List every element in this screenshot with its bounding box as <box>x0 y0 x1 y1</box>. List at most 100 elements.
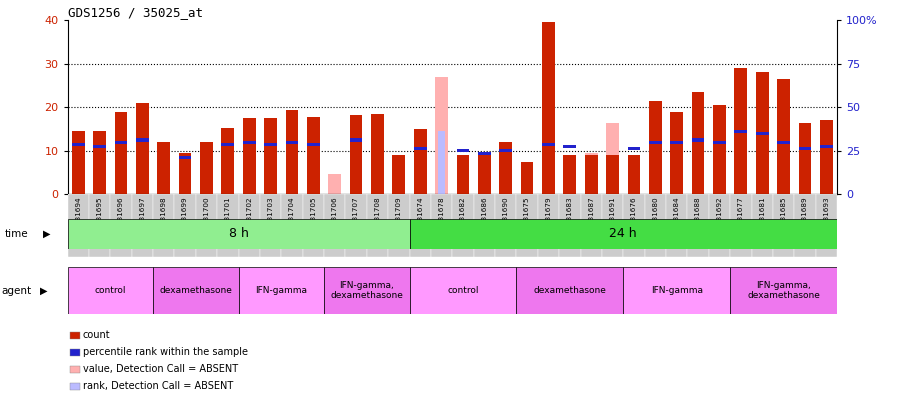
Bar <box>794 194 815 257</box>
Bar <box>243 141 256 144</box>
Bar <box>158 142 170 194</box>
Bar <box>609 160 617 194</box>
Text: GSM31690: GSM31690 <box>503 196 508 236</box>
Bar <box>392 155 405 194</box>
Bar <box>371 114 383 194</box>
Bar <box>670 112 683 194</box>
Text: GSM31688: GSM31688 <box>695 196 701 236</box>
Bar <box>89 194 110 257</box>
Bar <box>307 143 320 146</box>
Bar <box>238 267 324 314</box>
Bar <box>798 147 812 150</box>
Bar <box>627 155 641 194</box>
Text: ▶: ▶ <box>40 286 47 296</box>
Bar <box>153 194 175 257</box>
Bar <box>414 147 427 150</box>
Bar <box>691 92 705 194</box>
Bar <box>585 155 598 194</box>
Text: GSM31698: GSM31698 <box>161 196 166 236</box>
Text: GSM31679: GSM31679 <box>545 196 552 236</box>
Bar <box>542 22 554 194</box>
Text: GSM31674: GSM31674 <box>418 196 423 236</box>
Text: GSM31682: GSM31682 <box>460 196 466 236</box>
Bar <box>730 267 837 314</box>
Bar <box>285 141 298 144</box>
Text: GSM31707: GSM31707 <box>353 196 359 236</box>
Bar <box>349 115 363 194</box>
Bar <box>495 194 517 257</box>
Bar <box>713 141 725 144</box>
Text: GSM31678: GSM31678 <box>438 196 445 236</box>
Bar <box>307 117 320 194</box>
Bar <box>68 219 410 249</box>
Text: rank, Detection Call = ABSENT: rank, Detection Call = ABSENT <box>83 382 233 391</box>
Bar <box>759 149 766 194</box>
Bar <box>452 194 473 257</box>
Bar <box>602 194 623 257</box>
Text: GSM31680: GSM31680 <box>652 196 658 236</box>
Bar <box>217 194 239 257</box>
Bar <box>328 173 341 194</box>
Text: GSM31685: GSM31685 <box>780 196 787 236</box>
Bar <box>324 267 410 314</box>
Bar <box>196 194 217 257</box>
Text: GSM31684: GSM31684 <box>674 196 680 236</box>
Text: dexamethasone: dexamethasone <box>534 286 607 295</box>
Text: agent: agent <box>2 286 32 296</box>
Bar <box>627 147 641 150</box>
Text: 24 h: 24 h <box>609 227 637 241</box>
Bar <box>734 130 747 133</box>
Bar <box>644 194 666 257</box>
Bar <box>414 131 427 194</box>
Bar <box>346 194 367 257</box>
Text: GDS1256 / 35025_at: GDS1256 / 35025_at <box>68 6 203 19</box>
Text: IFN-gamma: IFN-gamma <box>651 286 703 295</box>
Text: control: control <box>447 286 479 295</box>
Text: IFN-gamma: IFN-gamma <box>256 286 307 295</box>
Bar <box>756 132 769 135</box>
Bar <box>500 142 512 194</box>
Bar <box>580 194 602 257</box>
Bar <box>666 194 688 257</box>
Text: control: control <box>94 286 126 295</box>
Bar <box>478 153 491 194</box>
Bar <box>285 109 298 194</box>
Text: 8 h: 8 h <box>229 227 248 241</box>
Bar <box>623 194 644 257</box>
Bar <box>243 118 256 194</box>
Bar <box>559 194 580 257</box>
Bar <box>820 145 832 148</box>
Bar <box>649 101 662 194</box>
Bar <box>410 194 431 257</box>
Text: GSM31709: GSM31709 <box>396 196 401 236</box>
Bar <box>623 267 730 314</box>
Bar <box>178 156 192 159</box>
Bar <box>371 160 383 194</box>
Bar <box>436 77 448 194</box>
Bar <box>563 145 576 148</box>
Text: GSM31695: GSM31695 <box>96 196 103 236</box>
Bar <box>801 151 808 194</box>
Text: GSM31693: GSM31693 <box>824 196 829 236</box>
Bar <box>367 194 388 257</box>
Bar <box>68 267 153 314</box>
Text: GSM31704: GSM31704 <box>289 196 295 236</box>
Bar <box>131 194 153 257</box>
Text: GSM31677: GSM31677 <box>738 196 743 236</box>
Bar <box>200 142 212 194</box>
Text: GSM31692: GSM31692 <box>716 196 723 236</box>
Bar <box>431 194 452 257</box>
Bar <box>520 162 534 194</box>
Bar <box>94 145 106 148</box>
Text: GSM31683: GSM31683 <box>567 196 572 236</box>
Text: GSM31689: GSM31689 <box>802 196 808 236</box>
Bar <box>734 68 747 194</box>
Bar <box>153 267 238 314</box>
Text: percentile rank within the sample: percentile rank within the sample <box>83 347 248 357</box>
Bar <box>563 155 576 194</box>
Text: IFN-gamma,
dexamethasone: IFN-gamma, dexamethasone <box>330 281 403 300</box>
Text: GSM31675: GSM31675 <box>524 196 530 236</box>
Bar <box>175 194 196 257</box>
Bar <box>481 153 488 194</box>
Bar <box>517 267 623 314</box>
